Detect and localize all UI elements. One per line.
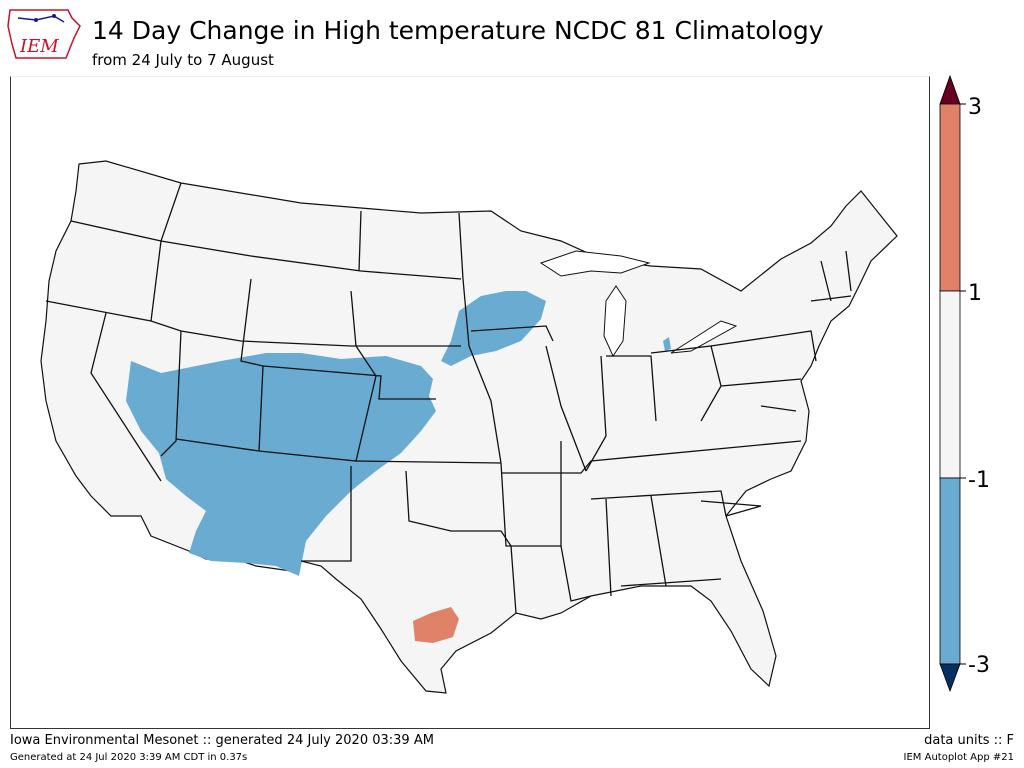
state-boundaries [45, 182, 852, 614]
map-title: 14 Day Change in High temperature NCDC 8… [92, 16, 824, 45]
footer-units: data units :: F [924, 733, 1014, 748]
footer-app: IEM Autoplot App #21 [903, 752, 1014, 763]
logo-text: IEM [19, 36, 59, 57]
colorbar-cool-bin [939, 477, 961, 665]
cool-region-west [126, 353, 436, 576]
colorbar-extend-high [939, 74, 961, 105]
colorbar-tick-1: 1 [968, 281, 982, 306]
footer-source: Iowa Environmental Mesonet :: generated … [10, 733, 434, 748]
colorbar-neutral-bin [939, 290, 961, 479]
colorbar-svg: 3 1 -1 -3 [939, 74, 990, 693]
map-panel [10, 76, 930, 729]
colorbar-tick-3: 3 [968, 95, 982, 120]
map-subtitle: from 24 July to 7 August [92, 51, 274, 69]
iem-logo: IEM [6, 4, 82, 64]
colorbar-tick-neg3: -3 [968, 653, 990, 678]
us-map [40, 160, 898, 694]
colorbar-warm-bin [939, 103, 961, 292]
lake-erie [670, 320, 738, 354]
cool-region-michigan [663, 337, 671, 351]
warm-region-texas [413, 607, 459, 643]
footer-generated: Generated at 24 Jul 2020 3:39 AM CDT in … [10, 752, 248, 763]
lake-michigan [603, 285, 627, 358]
colorbar-legend: 3 1 -1 -3 [934, 74, 1024, 694]
colorbar-tick-neg1: -1 [968, 468, 990, 493]
lake-superior [539, 250, 651, 277]
cool-region-north [441, 291, 546, 366]
iowa-outline-icon: IEM [7, 9, 81, 59]
colorbar-extend-low [939, 663, 961, 693]
